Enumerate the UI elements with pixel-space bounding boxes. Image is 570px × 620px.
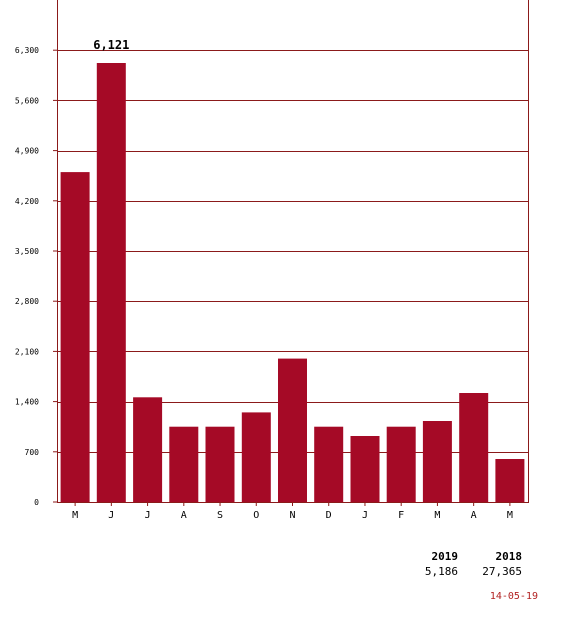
bar — [422, 421, 452, 502]
y-tick-label: 6,300 — [15, 46, 39, 55]
bar — [314, 426, 344, 502]
bar — [60, 172, 90, 502]
bar — [205, 426, 235, 502]
summary-2018: 2018 27,365 — [462, 549, 522, 579]
x-tick-label: A — [181, 510, 187, 521]
x-tick-label: J — [362, 510, 368, 521]
max-value-label: 6,121 — [93, 38, 129, 52]
x-tick-label: F — [398, 510, 404, 521]
bar — [133, 397, 163, 502]
summary-value-2019: 5,186 — [424, 565, 458, 578]
y-tick-label: 0 — [34, 498, 39, 507]
date-stamp: 14-05-19 — [489, 591, 538, 602]
x-tick-label: D — [326, 510, 332, 521]
bar — [459, 393, 489, 502]
bar — [241, 412, 271, 502]
bar — [350, 436, 380, 502]
summary-year-2019: 2019 — [431, 550, 459, 563]
bar — [495, 459, 525, 502]
bar — [386, 426, 416, 502]
y-tick-label: 3,500 — [15, 247, 39, 256]
x-tick-label: S — [217, 510, 223, 521]
x-tick-label: J — [145, 510, 151, 521]
x-tick-label: N — [289, 510, 295, 521]
y-tick-label: 4,200 — [15, 197, 39, 206]
x-tick-label: O — [253, 510, 259, 521]
y-tick-label: 4,900 — [15, 147, 39, 156]
y-tick-label: 2,100 — [15, 347, 39, 356]
bar — [169, 426, 199, 502]
summary-value-2018: 27,365 — [482, 565, 522, 578]
y-tick-label: 5,600 — [15, 96, 39, 105]
x-tick-label: M — [507, 510, 513, 521]
x-tick-label: J — [108, 510, 114, 521]
y-tick-label: 2,800 — [15, 297, 39, 306]
bar-chart: M J J A S O N D J F M A M 0 700 1,400 2,100 2,800 3,500 4,2… — [15, 0, 529, 521]
y-tick-label: 700 — [25, 448, 40, 457]
x-tick-label: M — [72, 510, 78, 521]
summary-2019: 2019 5,186 — [398, 549, 458, 579]
x-tick-label: M — [434, 510, 440, 521]
bar — [278, 358, 307, 502]
x-tick-label: A — [471, 510, 477, 521]
bar — [96, 63, 126, 502]
y-tick-label: 1,400 — [15, 398, 39, 407]
summary-year-2018: 2018 — [495, 550, 523, 563]
